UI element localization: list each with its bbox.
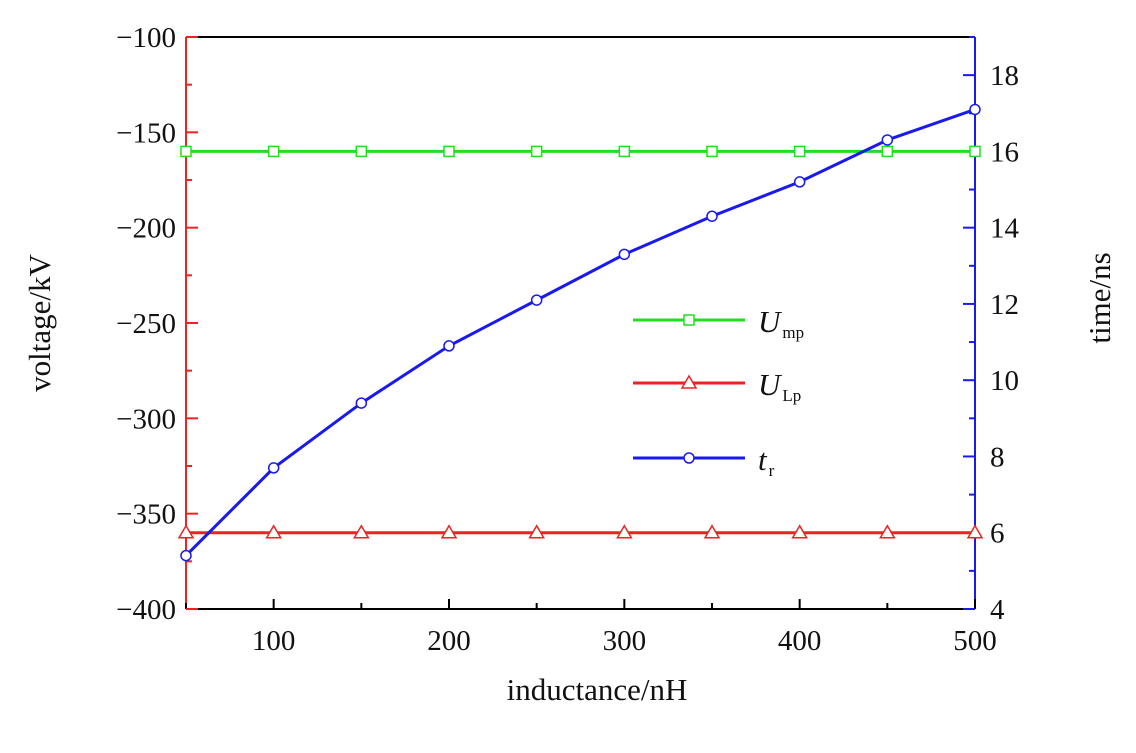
data-point-ulp [528,524,545,539]
y2-tick-label: 8 [990,441,1005,473]
data-point-ump [881,145,894,158]
y-tick-label: −300 [116,403,176,435]
y-axis-label: voltage/kV [22,254,57,392]
legend-subscript-ulp: Lp [782,386,801,405]
data-point-ulp [265,524,282,539]
data-point-ump [793,145,806,158]
y-tick-label: −350 [116,499,176,531]
data-point-ump [706,145,718,158]
y2-tick-label: 4 [990,594,1005,626]
y2-tick-label: 12 [990,289,1019,321]
data-point-tr [969,103,981,116]
y-tick-label: −150 [116,117,176,149]
data-point-tr [530,294,543,306]
data-point-tr [618,248,631,261]
data-point-ulp [966,524,984,539]
x-tick-label: 500 [953,625,997,657]
data-point-ump [267,145,280,158]
y2-axis-label: time/ns [1082,252,1117,343]
y2-tick-label: 6 [990,518,1005,550]
data-point-ulp [879,524,896,539]
data-point-tr [706,210,718,222]
data-point-ump [443,145,455,158]
y-tick-label: −400 [116,594,176,626]
legend-subscript-tr: r [769,461,775,480]
x-tick-label: 100 [252,625,296,657]
data-point-ulp [353,524,370,539]
legend-marker-ump [683,314,695,326]
x-tick-label: 300 [603,625,647,657]
data-point-tr [355,397,368,409]
y2-tick-label: 10 [990,365,1019,397]
data-point-ump [355,145,368,158]
y2-tick-label: 18 [990,60,1019,92]
data-point-ump [530,145,543,158]
data-point-tr [267,462,280,474]
legend-marker-ulp [680,374,698,389]
x-tick-label: 200 [427,625,471,657]
data-point-ulp [440,524,458,539]
data-point-ump [969,145,981,158]
data-point-ulp [791,524,808,539]
data-point-tr [881,134,894,146]
legend-label-ulp: U Lp [758,367,801,405]
x-axis-label: inductance/nH [507,672,688,707]
data-point-ulp [616,524,633,539]
data-point-ump [618,145,631,158]
x-tick-label: 400 [778,625,822,657]
legend-subscript-ump: mp [782,323,804,342]
legend-marker-tr [683,452,695,464]
data-point-ulp [703,524,721,539]
data-point-tr [793,176,806,188]
series-line-tr [184,108,976,557]
y2-tick-label: 16 [990,136,1019,168]
y-tick-label: −250 [116,308,176,340]
y-tick-label: −200 [116,213,176,245]
data-point-tr [180,549,192,562]
data-point-ulp [177,524,195,539]
y2-tick-label: 14 [990,213,1020,245]
data-point-tr [443,340,455,352]
y-tick-label: −100 [116,22,176,54]
data-point-ump [180,145,192,158]
